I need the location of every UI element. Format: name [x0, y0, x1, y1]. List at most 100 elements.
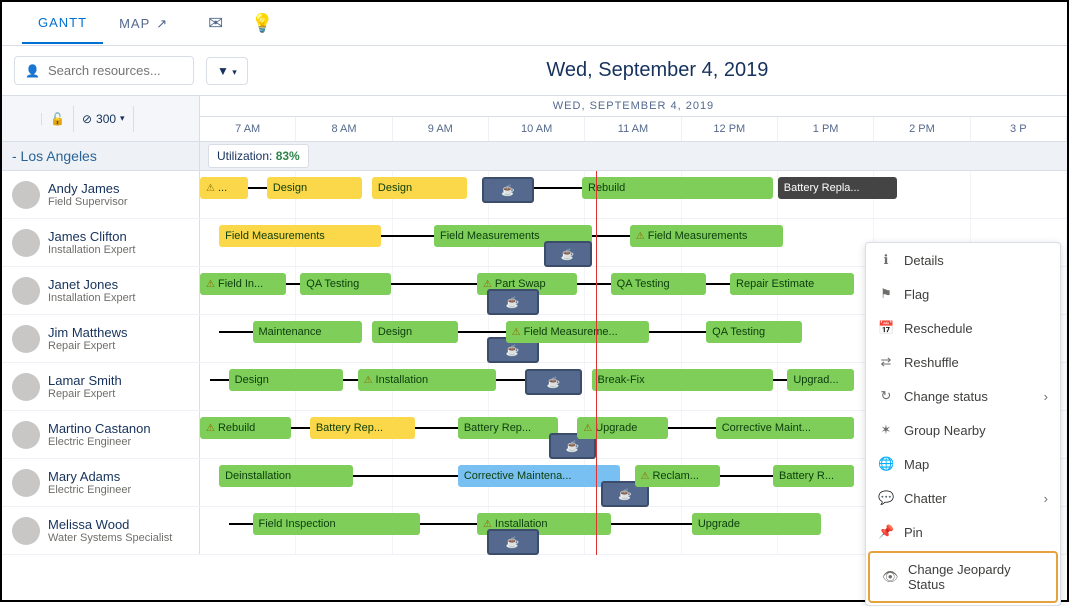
- task-block[interactable]: Rebuild: [582, 177, 773, 199]
- resource-cell[interactable]: Martino Castanon Electric Engineer: [2, 411, 200, 458]
- lightbulb-icon[interactable]: 💡: [251, 13, 273, 34]
- lock-cell[interactable]: 🔓: [42, 106, 74, 132]
- task-block[interactable]: Field Inspection: [253, 513, 420, 535]
- limit-cell[interactable]: ⊘ 300 ▾: [74, 106, 134, 132]
- hour-label: 10 AM: [489, 117, 585, 141]
- resource-name: Lamar Smith: [48, 373, 122, 388]
- task-block[interactable]: Battery R...: [773, 465, 854, 487]
- tab-map[interactable]: MAP ↗: [103, 4, 184, 44]
- resource-role: Water Systems Specialist: [48, 532, 172, 544]
- avatar: [12, 469, 40, 497]
- connector: [534, 187, 582, 189]
- task-block[interactable]: Design: [267, 177, 363, 199]
- task-block[interactable]: Field In...: [200, 273, 286, 295]
- connector: [577, 283, 610, 285]
- ctx-item[interactable]: 📅Reschedule: [866, 311, 1060, 345]
- ctx-label: Map: [904, 457, 929, 472]
- task-block[interactable]: Break-Fix: [592, 369, 773, 391]
- context-menu: ℹDetails⚑Flag📅Reschedule ⇄ Reshuffle ↻ Chang…: [865, 242, 1061, 606]
- resource-cell[interactable]: Mary Adams Electric Engineer: [2, 459, 200, 506]
- filter-button[interactable]: ▼ ▾: [206, 57, 248, 85]
- avatar: [12, 373, 40, 401]
- ctx-label: Group Nearby: [904, 423, 986, 438]
- blank-cell: [2, 113, 42, 125]
- task-block[interactable]: Design: [229, 369, 344, 391]
- top-tabs: GANTT MAP ↗ ✉ 💡: [2, 2, 1067, 46]
- ctx-label: Pin: [904, 525, 923, 540]
- connector: [210, 379, 229, 381]
- ctx-label: Change status: [904, 389, 988, 404]
- break-block[interactable]: [487, 529, 540, 555]
- resource-cell[interactable]: Janet Jones Installation Expert: [2, 267, 200, 314]
- ctx-icon: ⚑: [878, 286, 894, 302]
- ctx-item[interactable]: ✶Group Nearby: [866, 413, 1060, 447]
- avatar: [12, 181, 40, 209]
- break-block[interactable]: [544, 241, 592, 267]
- connector: [773, 379, 787, 381]
- ctx-item[interactable]: ⚑Flag: [866, 277, 1060, 311]
- ctx-item[interactable]: 💬Chatter›: [866, 481, 1060, 515]
- task-block[interactable]: Field Measurements: [630, 225, 783, 247]
- task-block[interactable]: Corrective Maint...: [716, 417, 854, 439]
- connector: [391, 283, 477, 285]
- task-block[interactable]: QA Testing: [300, 273, 391, 295]
- task-block[interactable]: Deinstallation: [219, 465, 353, 487]
- break-block[interactable]: [487, 289, 540, 315]
- break-block[interactable]: [525, 369, 582, 395]
- task-block[interactable]: Repair Estimate: [730, 273, 854, 295]
- resource-cell[interactable]: Lamar Smith Repair Expert: [2, 363, 200, 410]
- task-block[interactable]: QA Testing: [706, 321, 802, 343]
- task-block[interactable]: Field Measurements: [219, 225, 381, 247]
- search-input[interactable]: [48, 63, 183, 78]
- ctx-icon: ⇄: [878, 354, 894, 370]
- ctx-item[interactable]: ⇄ Reshuffle: [866, 345, 1060, 379]
- connector: [706, 283, 730, 285]
- task-block[interactable]: QA Testing: [611, 273, 707, 295]
- resource-name: Jim Matthews: [48, 325, 127, 340]
- ctx-icon: ↻: [878, 388, 894, 404]
- task-block[interactable]: Upgrade: [577, 417, 668, 439]
- connector: [720, 475, 773, 477]
- connector: [496, 379, 525, 381]
- task-block[interactable]: Rebuild: [200, 417, 291, 439]
- ctx-item[interactable]: ↻Change status›: [866, 379, 1060, 413]
- search-box[interactable]: 👤: [14, 56, 194, 85]
- task-block[interactable]: Upgrade: [692, 513, 821, 535]
- mail-icon[interactable]: ✉: [208, 13, 223, 34]
- break-block[interactable]: [482, 177, 535, 203]
- ctx-icon: 📅: [878, 320, 894, 336]
- ctx-item[interactable]: 👁 Change Jeopardy Status: [868, 551, 1058, 603]
- task-block[interactable]: Field Measureme...: [506, 321, 649, 343]
- resource-role: Installation Expert: [48, 244, 135, 256]
- connector: [343, 379, 357, 381]
- ctx-label: Reshuffle: [904, 355, 959, 370]
- resource-name: Mary Adams: [48, 469, 131, 484]
- day-label: WED, SEPTEMBER 4, 2019: [200, 96, 1067, 117]
- task-block[interactable]: Battery Rep...: [310, 417, 415, 439]
- ctx-icon: 👁: [882, 569, 898, 585]
- ctx-item[interactable]: ℹDetails: [866, 243, 1060, 277]
- ctx-label: Change Jeopardy Status: [908, 562, 1044, 592]
- task-block[interactable]: Maintenance: [253, 321, 363, 343]
- task-block[interactable]: Battery Rep...: [458, 417, 558, 439]
- connector: [381, 235, 434, 237]
- task-block[interactable]: Design: [372, 177, 468, 199]
- tab-gantt[interactable]: GANTT: [22, 3, 103, 44]
- task-block[interactable]: Design: [372, 321, 458, 343]
- ctx-item[interactable]: 📌Pin: [866, 515, 1060, 549]
- task-block[interactable]: Reclam...: [635, 465, 721, 487]
- region-name[interactable]: - Los Angeles: [2, 142, 200, 170]
- resource-cell[interactable]: Melissa Wood Water Systems Specialist: [2, 507, 200, 554]
- hour-label: 12 PM: [682, 117, 778, 141]
- task-block[interactable]: Installation: [358, 369, 496, 391]
- task-block[interactable]: Battery Repla...: [778, 177, 897, 199]
- resource-cell[interactable]: Andy James Field Supervisor: [2, 171, 200, 218]
- avatar: [12, 229, 40, 257]
- resource-cell[interactable]: James Clifton Installation Expert: [2, 219, 200, 266]
- task-block[interactable]: ...: [200, 177, 248, 199]
- resource-cell[interactable]: Jim Matthews Repair Expert: [2, 315, 200, 362]
- resource-row: Andy James Field Supervisor... Design Desi…: [2, 171, 1067, 219]
- resource-role: Installation Expert: [48, 292, 135, 304]
- ctx-item[interactable]: 🌐Map: [866, 447, 1060, 481]
- task-block[interactable]: Upgrad...: [787, 369, 854, 391]
